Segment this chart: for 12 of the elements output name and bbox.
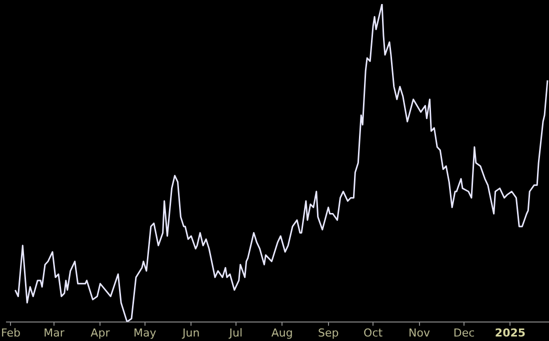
x-tick-label: Apr [90,326,110,340]
x-tick-label: May [134,326,157,340]
x-tick-label: Oct [364,326,384,340]
x-tick-label: Nov [408,326,431,340]
x-tick-label: Sep [318,326,339,340]
x-tick-label: Feb [0,326,20,340]
x-tick-label: Mar [44,326,65,340]
x-tick-label: Jun [182,326,200,340]
x-tick-label: Jul [228,326,243,340]
x-tick-label: 2025 [494,326,526,340]
x-tick-label: Dec [453,326,475,340]
x-tick-label: Aug [271,326,293,340]
